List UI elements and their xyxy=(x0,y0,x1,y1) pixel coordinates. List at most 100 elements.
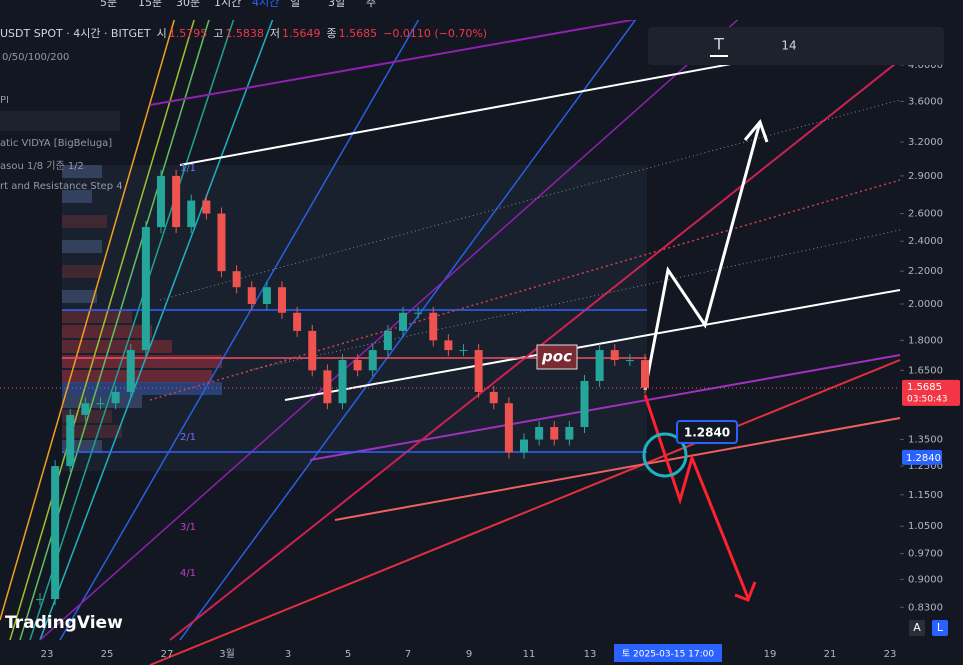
price-tick-label: 4.0000 xyxy=(908,60,943,71)
header-title: USDT SPOT · 4시간 · BITGET xyxy=(0,27,151,40)
interval-button[interactable]: 15분 xyxy=(138,0,162,9)
trend-line xyxy=(59,0,431,641)
candle-body xyxy=(474,350,483,392)
trend-line xyxy=(9,0,201,641)
projection-arrow xyxy=(643,121,762,391)
candle-body xyxy=(459,350,468,352)
indicator-label: rt and Resistance Step 4 xyxy=(0,181,123,192)
candle-body xyxy=(489,391,498,404)
auto-button[interactable] xyxy=(909,620,925,636)
time-label: 3 xyxy=(285,649,291,660)
indicator-label: PI xyxy=(0,95,9,106)
arrow-head xyxy=(734,581,757,602)
candle-body xyxy=(414,312,423,314)
interval-button[interactable]: 일 xyxy=(290,0,300,9)
interval-button[interactable]: 4시간 xyxy=(252,0,279,9)
price-tick-label: 2.2000 xyxy=(908,266,943,277)
trend-line xyxy=(149,359,901,665)
candle-body xyxy=(353,360,362,371)
volume-profile-bar xyxy=(62,290,97,303)
interval-button[interactable]: 30분 xyxy=(176,0,200,9)
price-tick-label: 1.0500 xyxy=(908,521,943,532)
volume-profile-bar xyxy=(62,265,102,278)
time-label: 23 xyxy=(41,649,54,660)
time-label: 5 xyxy=(345,649,351,660)
candles xyxy=(36,169,649,606)
candle-body xyxy=(595,350,604,381)
price-tick-label: 1.2500 xyxy=(908,461,943,472)
price-tick-label: 2.6000 xyxy=(908,209,943,220)
countdown: 03:50:43 xyxy=(907,394,947,404)
trend-line xyxy=(309,354,901,461)
header-close-label: 종 xyxy=(327,27,337,40)
volume-profile-bar xyxy=(62,240,102,253)
indicator-label: atic VIDYA [BigBeluga] xyxy=(0,138,112,149)
text-tool-icon[interactable]: T xyxy=(713,35,724,54)
header-change: −0.0110 (−0.70%) xyxy=(383,27,487,40)
candle-body xyxy=(247,287,256,305)
fib-label: 1/1 xyxy=(180,163,196,174)
log-label[interactable]: L xyxy=(937,621,944,634)
fib-label: 2/1 xyxy=(180,432,196,443)
trend-line xyxy=(284,289,901,401)
candle-body xyxy=(51,466,60,600)
target-price-axis-label: 1.2840 xyxy=(906,453,941,464)
candle-body xyxy=(308,330,317,371)
font-size-button[interactable]: 14 xyxy=(781,39,796,53)
interval-button[interactable]: 3일 xyxy=(328,0,345,9)
log-button[interactable] xyxy=(932,620,948,636)
time-label: 19 xyxy=(764,649,777,660)
interval-button[interactable]: 1시간 xyxy=(214,0,241,9)
candle-body xyxy=(368,350,377,371)
time-label: 25 xyxy=(101,649,114,660)
time-label: 23 xyxy=(884,649,897,660)
trend-line xyxy=(334,417,901,521)
target-circle xyxy=(642,432,688,478)
price-tick-label: 3.6000 xyxy=(908,96,943,107)
crosshair-date-tag xyxy=(614,644,722,662)
candle-body xyxy=(36,599,44,601)
arrow-head xyxy=(743,119,769,143)
volume-profile-bar xyxy=(62,410,112,423)
time-label: 9 xyxy=(466,649,472,660)
candle-body xyxy=(338,360,347,404)
time-label: 3월 xyxy=(219,648,235,660)
trend-line xyxy=(169,59,901,641)
candle-body xyxy=(126,350,135,392)
header-close: 1.5685 xyxy=(339,27,378,40)
price-tick-label: 3.2000 xyxy=(908,137,943,148)
price-tick-label: 1.8000 xyxy=(908,335,943,346)
candle-body xyxy=(278,287,286,313)
interval-button[interactable]: 주 xyxy=(366,0,376,9)
candle-body xyxy=(81,403,90,415)
candle-body xyxy=(141,227,150,351)
candle-body xyxy=(520,439,528,453)
fib-label: 3/1 xyxy=(180,522,196,533)
candle-body xyxy=(610,350,619,361)
trend-line xyxy=(249,229,901,371)
auto-label[interactable]: A xyxy=(913,621,921,634)
volume-profile-bar xyxy=(62,325,152,338)
candle-body xyxy=(262,287,271,305)
last-price-label: 1.5685 xyxy=(907,382,942,393)
price-tick-label: 0.8300 xyxy=(908,602,943,613)
candle-body xyxy=(293,312,302,331)
indicator-toolbar xyxy=(0,111,120,131)
trend-line xyxy=(149,179,901,401)
header-open: 1.5795 xyxy=(169,27,208,40)
trend-line xyxy=(179,54,781,166)
poc-label: poc xyxy=(541,348,572,366)
trend-line xyxy=(39,0,281,641)
crosshair-date: 토 2025-03-15 17:00 xyxy=(622,650,715,660)
header-open-label: 시 xyxy=(157,27,167,40)
price-tick-label: 2.0000 xyxy=(908,299,943,310)
trend-line xyxy=(29,0,241,641)
indicator-label: asou 1/8 기준 1/2 xyxy=(0,160,84,172)
price-tick-label: 1.1500 xyxy=(908,490,943,501)
interval-button[interactable]: 5분 xyxy=(100,0,117,9)
time-label: 21 xyxy=(824,649,837,660)
candle-body xyxy=(96,403,105,405)
header-low: 1.5649 xyxy=(282,27,321,40)
